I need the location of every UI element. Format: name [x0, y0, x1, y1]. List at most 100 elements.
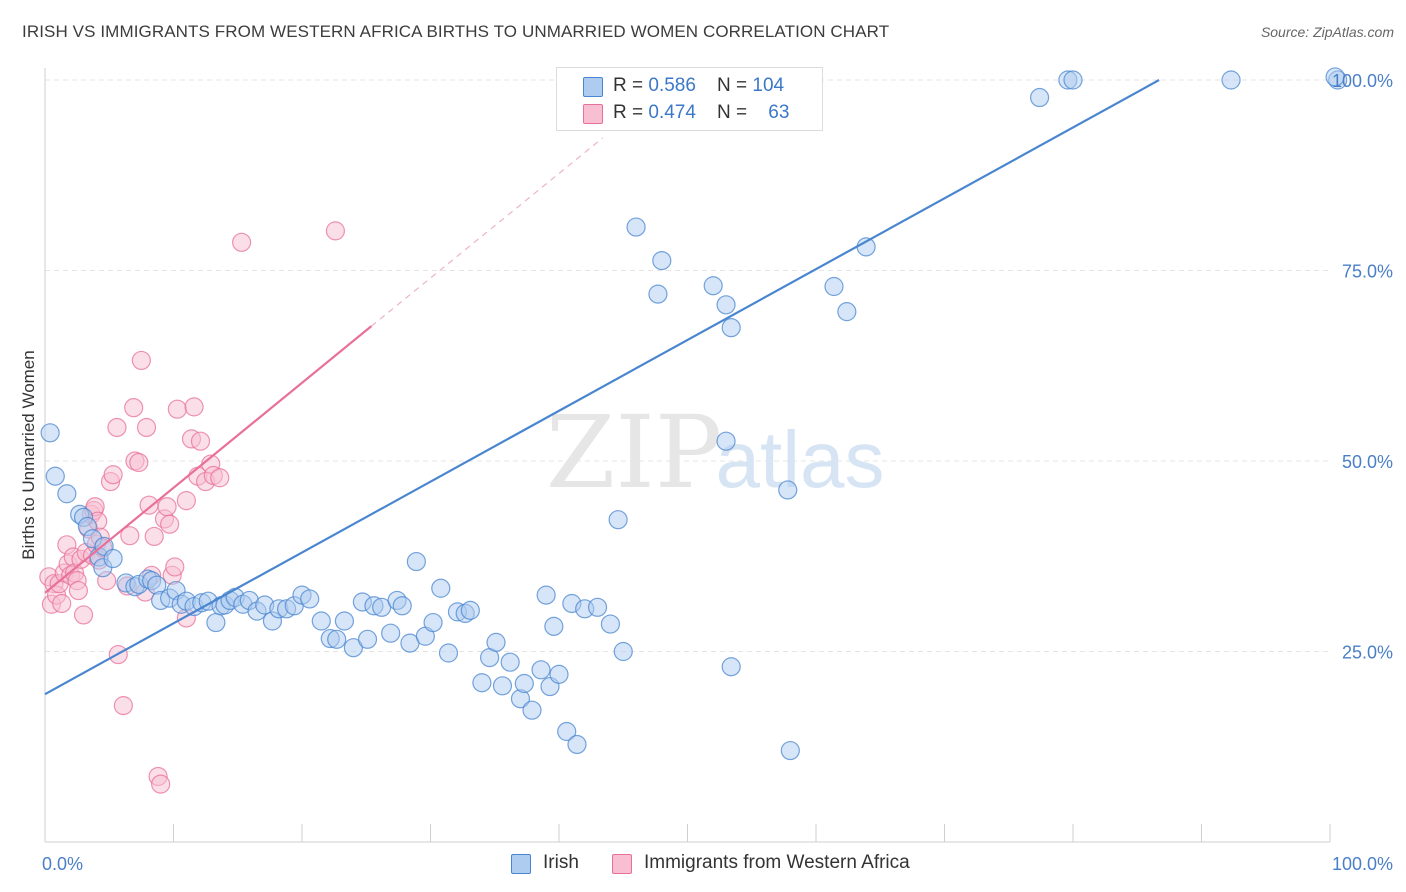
- irish-trend-line: [44, 79, 1160, 696]
- irish-point: [40, 423, 60, 443]
- western-africa-point: [120, 526, 140, 546]
- irish-point: [1325, 67, 1345, 87]
- bottom-legend-label-irish: Irish: [543, 852, 579, 873]
- irish-point: [45, 466, 65, 486]
- western-africa-point: [131, 350, 151, 371]
- grid-lines: [45, 79, 1330, 652]
- irish-point: [311, 611, 331, 631]
- western-africa-trend-line: [44, 325, 373, 594]
- irish-point: [600, 614, 621, 634]
- western-africa-point: [325, 221, 346, 241]
- irish-point: [343, 638, 363, 658]
- irish-point: [544, 616, 564, 636]
- series-irish-points: [40, 67, 1348, 761]
- irish-point: [206, 612, 226, 633]
- irish-point: [334, 611, 355, 631]
- western-africa-point: [144, 526, 164, 547]
- irish-point: [1063, 70, 1083, 90]
- western-africa-point: [113, 696, 133, 716]
- western-africa-point: [52, 593, 72, 614]
- irish-point: [703, 276, 723, 296]
- x-tick-label-min: 0.0%: [42, 854, 83, 874]
- y-tick-label: 75.0%: [1342, 262, 1393, 282]
- western-africa-point: [157, 497, 177, 517]
- irish-point: [721, 657, 741, 677]
- watermark: ZIP atlas: [546, 394, 885, 511]
- western-africa-point: [176, 491, 196, 511]
- bottom-legend-label-western-africa: Immigrants from Western Africa: [644, 852, 910, 873]
- legend-swatch-western-africa: [583, 104, 603, 124]
- source-label: Source: ZipAtlas.com: [1260, 24, 1394, 40]
- irish-point: [778, 480, 798, 500]
- western-africa-point: [139, 495, 159, 515]
- y-tick-label: 50.0%: [1342, 452, 1393, 472]
- irish-point: [460, 600, 480, 620]
- x-tick-label-max: 100.0%: [1332, 854, 1393, 874]
- irish-point: [57, 484, 77, 504]
- irish-point: [392, 596, 412, 616]
- western-africa-point: [73, 605, 94, 625]
- irish-point: [536, 585, 556, 605]
- irish-point: [1221, 70, 1241, 90]
- irish-point: [721, 318, 741, 338]
- western-africa-trend-extension: [371, 137, 604, 327]
- western-africa-point: [232, 232, 252, 252]
- chart-title: IRISH VS IMMIGRANTS FROM WESTERN AFRICA …: [22, 22, 890, 41]
- irish-point: [472, 673, 492, 693]
- irish-point: [1029, 87, 1050, 108]
- legend-irish-r-value: 0.586: [648, 75, 696, 96]
- tick-labels: 25.0% 50.0% 75.0% 100.0% 0.0% 100.0%: [42, 71, 1393, 874]
- western-africa-point: [184, 397, 204, 417]
- watermark-atlas: atlas: [716, 415, 885, 504]
- irish-point: [522, 700, 542, 720]
- irish-point: [780, 740, 800, 761]
- y-axis-title: Births to Unmarried Women: [19, 350, 38, 559]
- western-africa-point: [210, 468, 230, 488]
- watermark-zip: ZIP: [546, 394, 722, 511]
- legend-swatch-irish: [583, 77, 603, 97]
- irish-point: [103, 548, 123, 569]
- irish-point: [557, 721, 577, 742]
- trend-lines: [44, 79, 1160, 696]
- irish-point: [431, 578, 451, 598]
- legend-irish-n-value: 104: [752, 75, 785, 96]
- irish-point: [652, 250, 672, 271]
- irish-point: [492, 676, 513, 696]
- irish-point: [824, 276, 844, 297]
- irish-point: [300, 589, 320, 609]
- irish-point: [626, 217, 646, 237]
- western-africa-point: [124, 398, 144, 418]
- correlation-legend: R = 0.586 N = 104 R = 0.474 N = 63: [556, 67, 823, 131]
- irish-point: [549, 664, 569, 684]
- irish-point: [567, 734, 587, 755]
- irish-point: [837, 302, 857, 322]
- western-africa-point: [151, 774, 171, 794]
- western-africa-point: [167, 399, 187, 419]
- irish-point: [357, 629, 378, 649]
- western-africa-point: [136, 417, 157, 438]
- western-africa-point: [160, 514, 180, 534]
- irish-point: [406, 551, 426, 572]
- western-africa-point: [103, 465, 123, 485]
- legend-wa-r-value: 0.474: [648, 102, 696, 123]
- irish-point: [613, 641, 633, 662]
- legend-wa-n-value: 63: [768, 102, 790, 123]
- irish-point: [500, 652, 520, 672]
- irish-point: [381, 623, 401, 643]
- irish-point: [716, 295, 736, 315]
- western-africa-point: [190, 431, 211, 451]
- western-africa-point: [68, 580, 89, 601]
- irish-point: [608, 510, 628, 530]
- irish-point: [438, 643, 459, 663]
- irish-point: [587, 597, 608, 617]
- irish-point: [531, 660, 551, 680]
- western-africa-point: [165, 557, 185, 577]
- bottom-legend-swatch-irish: [511, 854, 531, 874]
- western-africa-point: [107, 417, 127, 438]
- axes: [44, 68, 1331, 843]
- irish-point: [423, 612, 443, 633]
- legend-irish-n-label: N =: [717, 75, 753, 96]
- legend-irish-r-label: R =: [613, 75, 649, 96]
- legend-wa-n-label: N =: [717, 102, 753, 123]
